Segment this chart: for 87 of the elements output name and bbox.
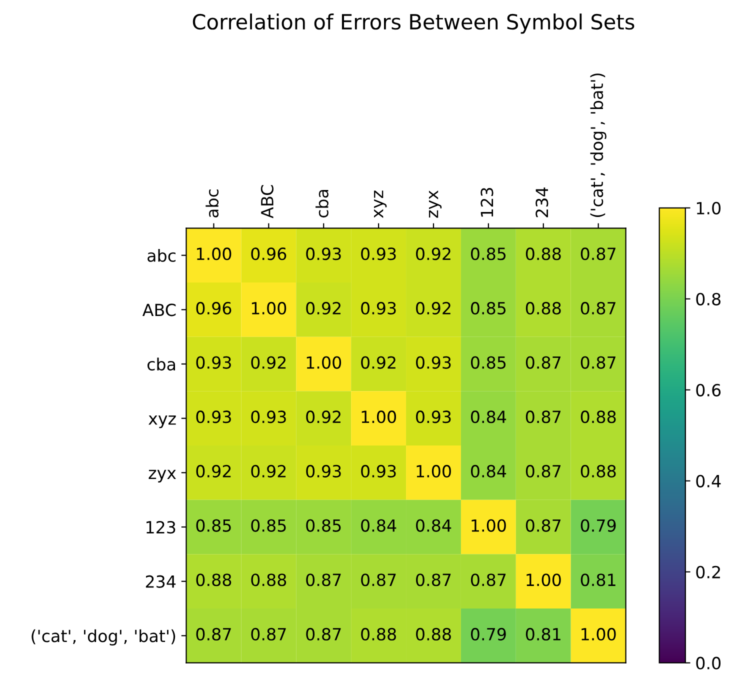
data-label: 0.92 [361,356,396,369]
data-label: 0.92 [306,302,340,314]
y-tick-label: xyz [148,416,176,428]
x-tick-label: cba [316,190,328,218]
data-label: 0.85 [470,356,506,369]
data-label: 0.87 [196,628,231,641]
data-label: 0.92 [306,410,340,424]
data-label: 0.88 [526,302,561,314]
data-label: 0.93 [251,410,286,424]
data-label: 0.92 [251,356,286,369]
chart-title: Correlation of Errors Between Symbol Sets [192,14,634,34]
data-label: 0.88 [580,464,616,478]
data-label: 0.87 [306,574,341,586]
data-label: 0.93 [361,302,396,314]
data-label: 0.96 [196,302,232,314]
data-label: 0.88 [416,628,451,641]
color-bar-label: 0.4 [696,474,721,488]
data-label: 0.88 [251,574,286,586]
data-label: 0.93 [306,464,341,478]
x-tick-label: 123 [480,188,494,217]
data-label: 0.93 [196,410,231,424]
data-label: 1.00 [306,356,342,369]
data-label: 0.92 [251,464,286,478]
data-label: 0.79 [470,628,506,641]
x-tick-label: ('cat', 'dog', 'bat') [590,74,606,217]
y-tick-label: abc [148,248,176,262]
data-label: 0.93 [416,410,451,424]
data-label: 0.87 [251,628,286,641]
x-tick-label: zyx [428,190,442,218]
data-label: 0.87 [580,248,616,260]
data-label: 1.00 [472,519,506,532]
x-tick-label: 234 [536,188,548,218]
data-label: 0.85 [196,519,231,532]
data-label: 0.85 [470,302,506,314]
data-label: 0.85 [470,248,506,260]
data-label: 0.92 [416,302,450,314]
data-label: 0.87 [306,628,341,641]
data-label: 0.87 [526,356,561,369]
data-label: 1.00 [416,464,451,478]
data-label: 0.88 [580,410,616,424]
data-label: 0.87 [526,519,561,532]
data-label: 0.87 [361,574,396,586]
data-label: 0.93 [196,356,231,369]
data-label: 0.79 [580,519,616,532]
data-label: 0.96 [251,248,286,260]
y-tick-label: ABC [142,304,176,316]
data-label: 0.93 [306,248,341,260]
data-label: 0.87 [416,574,451,586]
y-tick-label: cba [147,358,176,371]
data-label: 0.84 [361,519,396,532]
x-tick-label: ABC [260,185,274,218]
y-tick-label: ('cat', 'dog', 'bat') [32,629,176,646]
data-label: 0.93 [416,356,451,369]
data-label: 0.84 [416,519,452,532]
data-label: 0.92 [196,464,231,478]
data-label: 0.92 [416,248,450,260]
data-label: 0.93 [361,464,396,478]
data-label: 0.81 [526,628,560,641]
y-tick-label: 123 [146,520,176,534]
color-bar-label: 0.2 [696,566,720,578]
data-label: 0.87 [526,464,561,478]
color-bar-label: 0.0 [696,656,721,670]
color-bar-label: 0.6 [696,384,721,396]
data-label: 0.88 [361,628,396,641]
data-label: 0.85 [306,519,341,532]
data-label: 0.87 [580,302,616,314]
data-label: 0.81 [580,574,616,586]
color-bar-label: 1.0 [696,202,721,214]
data-label: 1.00 [526,574,561,586]
data-label: 0.87 [526,410,561,424]
x-tick-label: xyz [374,190,387,218]
y-tick-label: zyx [148,470,176,482]
color-bar-label: 0.8 [696,292,720,306]
data-label: 0.93 [361,248,396,260]
data-label: 1.00 [582,628,616,641]
data-label: 0.84 [470,464,506,478]
data-label: 0.84 [470,410,506,424]
data-label: 0.87 [470,574,506,586]
data-label: 0.88 [526,248,561,260]
data-label: 0.88 [196,574,232,586]
y-tick-label: 234 [146,575,176,588]
x-tick-label: abc [206,190,219,218]
data-label: 0.85 [251,519,286,532]
data-label: 1.00 [197,248,232,260]
data-label: 1.00 [362,410,396,424]
data-label: 1.00 [252,302,286,314]
data-label: 0.87 [580,356,616,369]
